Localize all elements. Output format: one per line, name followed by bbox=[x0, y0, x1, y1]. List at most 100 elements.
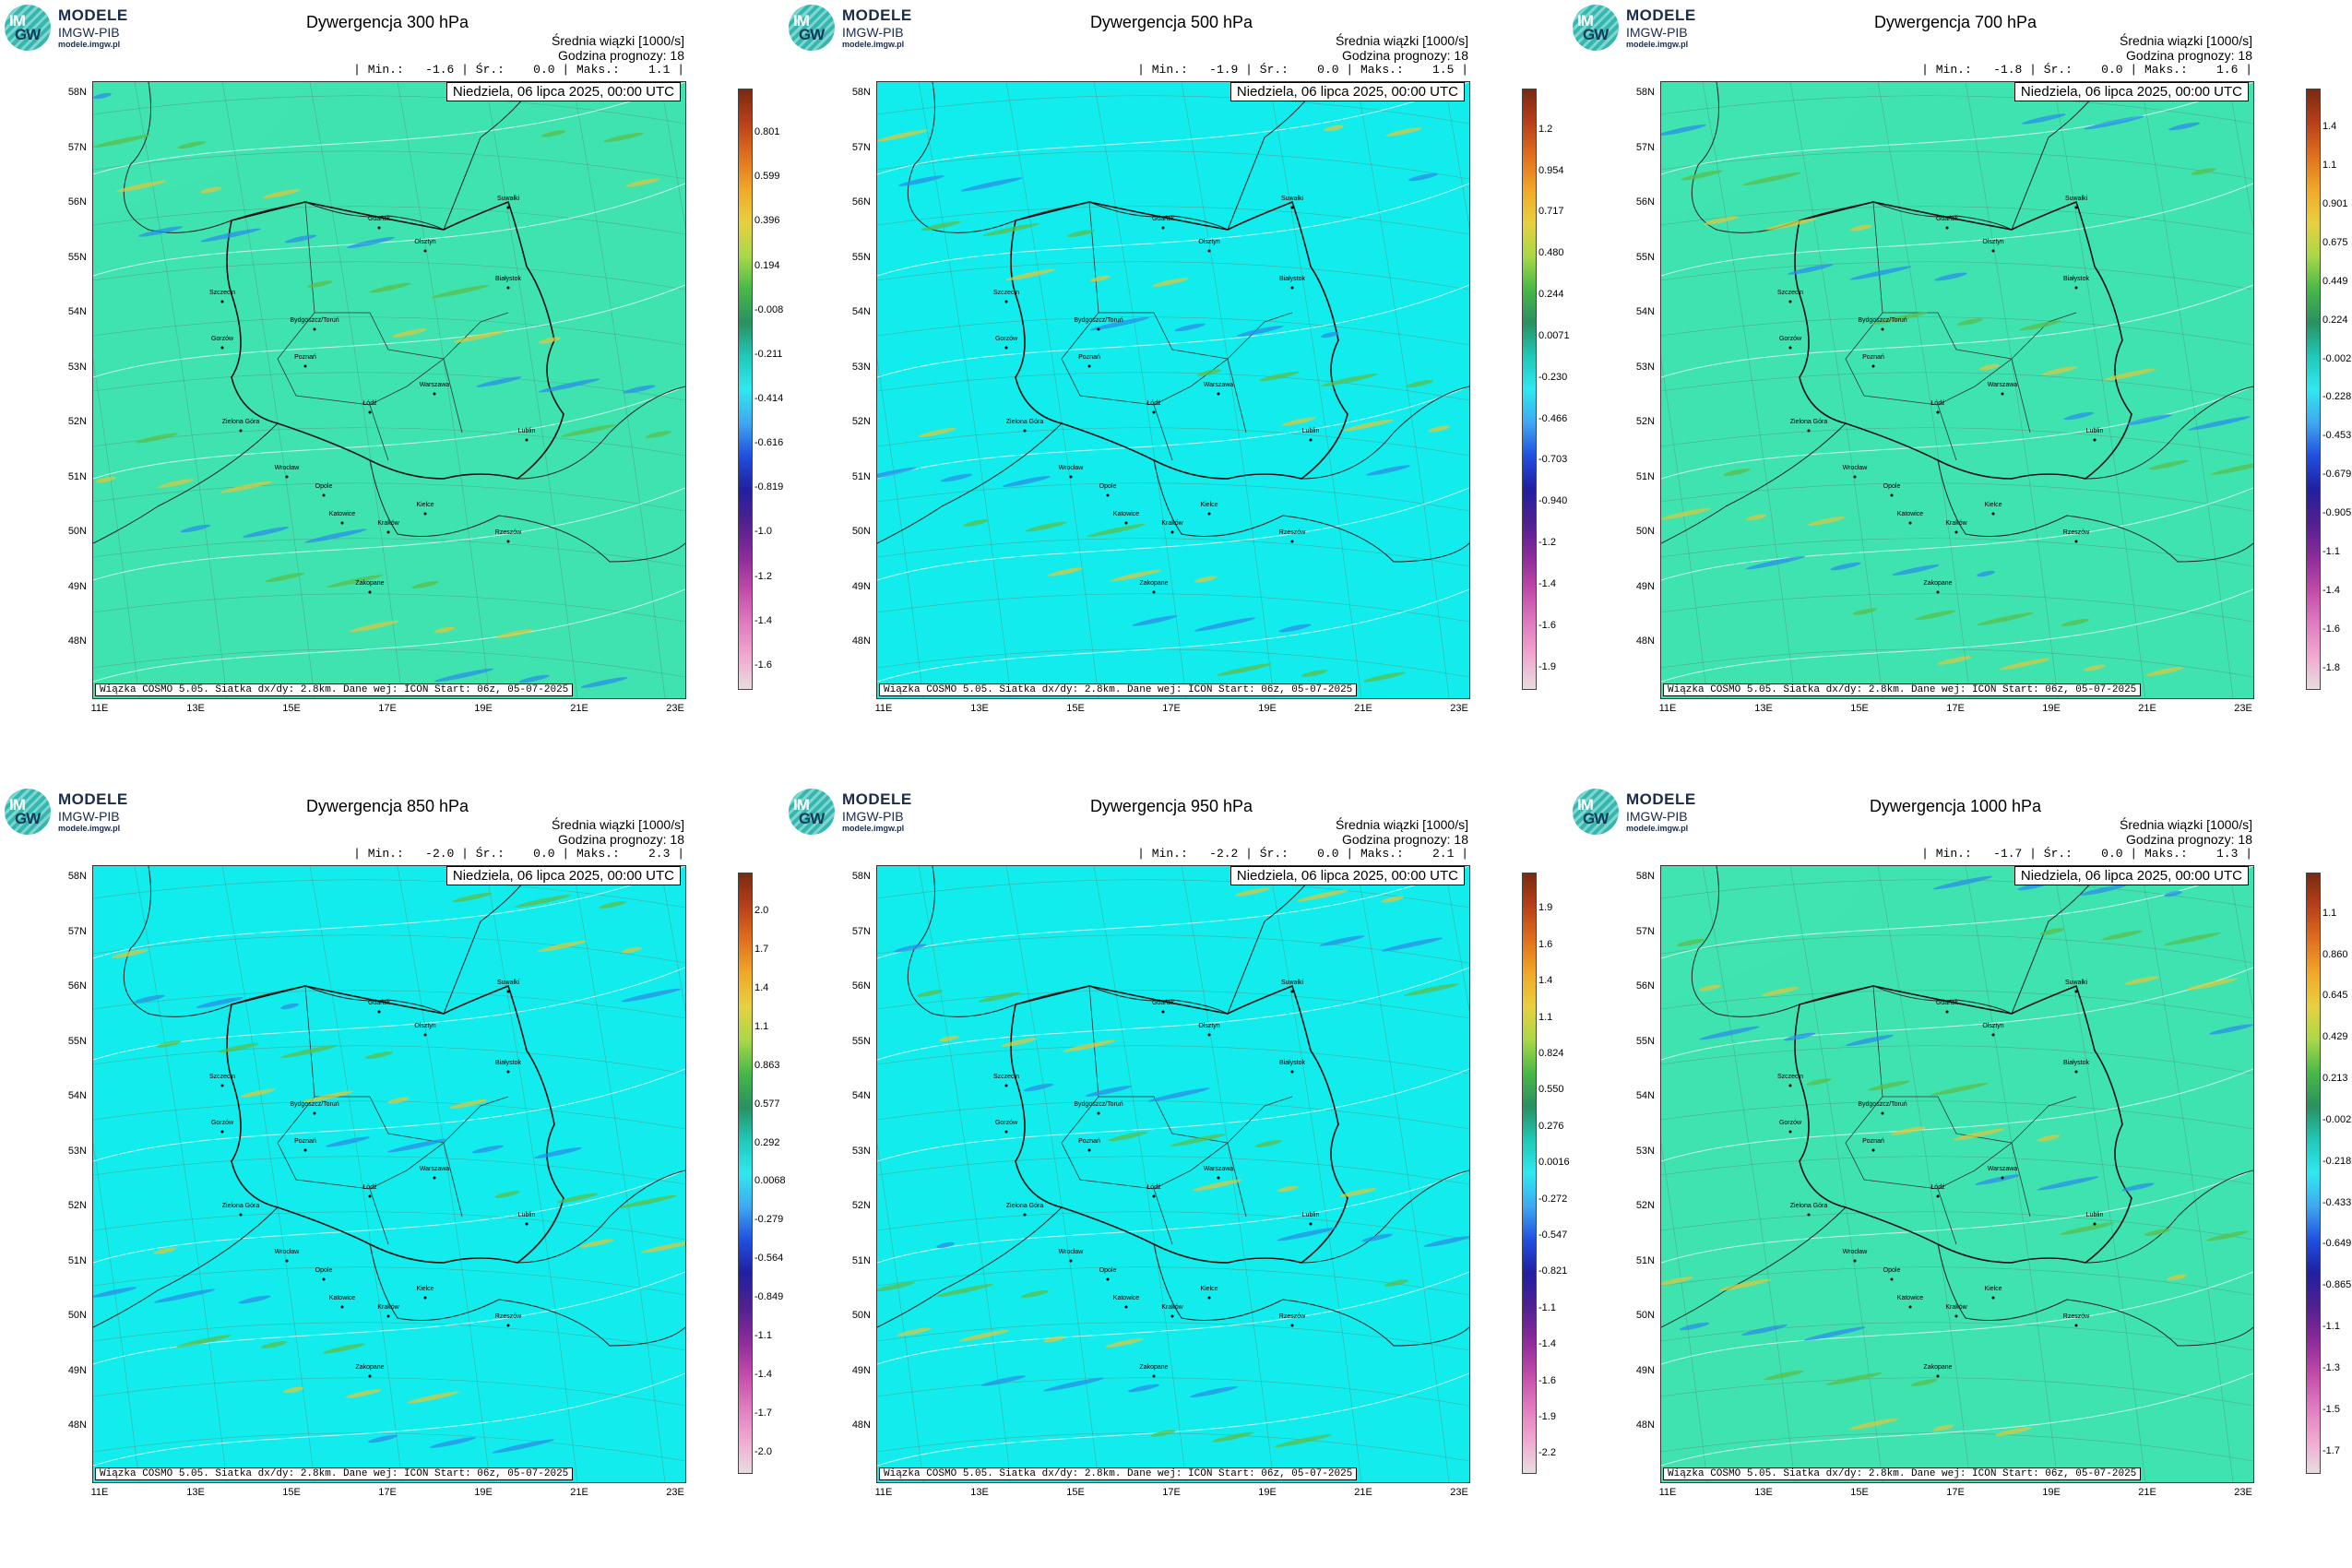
height-contour bbox=[93, 487, 685, 581]
divergence-map[interactable]: Gdańsk Olsztyn Suwałki Białystok Szczecin Byd… bbox=[1660, 865, 2254, 1483]
divergence-streak bbox=[1825, 1372, 1883, 1385]
forecast-date: Niedziela, 06 lipca 2025, 00:00 UTC bbox=[2013, 82, 2249, 101]
city-marker bbox=[1853, 475, 1857, 479]
logo-mark-top: IM bbox=[1577, 12, 1594, 30]
divergence-map[interactable]: Gdańsk Olsztyn Suwałki Białystok Szczecin Byd… bbox=[92, 865, 686, 1483]
divergence-streak bbox=[1830, 562, 1861, 571]
y-tick-label: 51N bbox=[1635, 470, 1655, 482]
x-tick-label: 21E bbox=[570, 1487, 588, 1498]
divergence-map[interactable]: Gdańsk Olsztyn Suwałki Białystok Szczecin Byd… bbox=[92, 81, 686, 699]
y-tick-label: 51N bbox=[1635, 1254, 1655, 1266]
divergence-streak bbox=[561, 424, 616, 437]
divergence-streak bbox=[1977, 612, 2034, 625]
divergence-streak bbox=[2019, 320, 2061, 331]
city-marker bbox=[2093, 1222, 2097, 1226]
city-label: Katowice bbox=[329, 1295, 356, 1301]
colorbar-label: 1.4 bbox=[2322, 120, 2337, 132]
height-contour bbox=[1661, 1170, 2253, 1264]
city-marker bbox=[1152, 590, 1156, 594]
colorbar-label: -1.9 bbox=[1538, 660, 1556, 672]
parallel-line bbox=[1661, 1211, 2253, 1241]
map-panel: IM GW MODELE IMGW-PIB modele.imgw.pl Dywergen… bbox=[0, 784, 786, 1568]
x-tick-label: 15E bbox=[1066, 703, 1085, 714]
divergence-streak bbox=[1977, 570, 1995, 577]
divergence-streak bbox=[1994, 1427, 2033, 1436]
x-tick-label: 23E bbox=[2234, 1487, 2252, 1498]
divergence-streak bbox=[262, 188, 301, 199]
logo-mark: IM GW bbox=[9, 797, 41, 826]
colorbar-label: -0.616 bbox=[754, 437, 784, 449]
height-contour bbox=[1661, 284, 2253, 378]
parallel-line bbox=[93, 1432, 685, 1462]
divergence-streak bbox=[2168, 122, 2201, 131]
y-tick-label: 54N bbox=[67, 1090, 87, 1101]
y-tick-label: 50N bbox=[1635, 1310, 1655, 1321]
parallel-line bbox=[93, 1322, 685, 1351]
height-contour bbox=[93, 386, 685, 480]
x-tick-label: 11E bbox=[90, 1487, 109, 1498]
city-label: Białystok bbox=[495, 276, 522, 282]
divergence-streak bbox=[1236, 326, 1284, 337]
divergence-streak bbox=[1001, 1038, 1038, 1047]
divergence-streak bbox=[1934, 272, 1967, 281]
city-label: Szczecin bbox=[1777, 290, 1803, 296]
parallel-line bbox=[1661, 1045, 2253, 1075]
divergence-streak bbox=[1803, 1326, 1866, 1341]
colorbar-label: 0.449 bbox=[2322, 275, 2348, 287]
logo-icon bbox=[5, 789, 51, 835]
divergence-streak bbox=[979, 992, 1021, 1003]
divergence-streak bbox=[2084, 115, 2144, 130]
sea-area bbox=[1661, 82, 1873, 220]
divergence-map[interactable]: Gdańsk Olsztyn Suwałki Białystok Szczecin Byd… bbox=[1660, 81, 2254, 699]
colorbar-label: -1.2 bbox=[1538, 537, 1556, 549]
divergence-map[interactable]: Gdańsk Olsztyn Suwałki Białystok Szczecin Byd… bbox=[876, 81, 1470, 699]
logo-url: modele.imgw.pl bbox=[842, 40, 905, 49]
divergence-streak bbox=[2210, 462, 2253, 475]
divergence-streak bbox=[1745, 555, 1806, 570]
divergence-streak bbox=[96, 476, 116, 483]
city-marker bbox=[368, 590, 372, 594]
city-marker bbox=[1954, 1314, 1958, 1318]
y-tick-label: 48N bbox=[851, 1420, 871, 1431]
y-tick-label: 50N bbox=[67, 526, 87, 537]
meridian-line bbox=[877, 1141, 924, 1482]
city-marker bbox=[386, 1314, 390, 1318]
stats-line: | Min.: -2.0 | Śr.: 0.0 | Maks.: 2.3 | bbox=[353, 847, 684, 861]
city-label: Białystok bbox=[2063, 276, 2090, 282]
divergence-streak bbox=[538, 337, 562, 344]
meridian-line bbox=[1661, 1141, 1708, 1482]
city-label: Olsztyn bbox=[1198, 239, 1219, 245]
city-marker bbox=[2074, 990, 2078, 993]
parallel-line bbox=[877, 95, 1469, 125]
divergence-map[interactable]: Gdańsk Olsztyn Suwałki Białystok Szczecin Byd… bbox=[876, 865, 1470, 1483]
meridian-line bbox=[2227, 82, 2253, 229]
meridian-line bbox=[1965, 82, 2059, 698]
colorbar-label: 0.954 bbox=[1538, 164, 1564, 176]
logo-url: modele.imgw.pl bbox=[58, 40, 121, 49]
city-label: Bydgoszcz/Toruń bbox=[1858, 1101, 1907, 1108]
city-label: Suwałki bbox=[2065, 196, 2088, 202]
height-contour bbox=[93, 1068, 685, 1162]
city-marker bbox=[285, 475, 289, 479]
city-marker bbox=[239, 429, 243, 433]
divergence-streak bbox=[241, 1088, 276, 1098]
divergence-streak bbox=[2041, 366, 2078, 375]
divergence-streak bbox=[2167, 1274, 2187, 1281]
city-marker bbox=[525, 438, 529, 442]
divergence-streak bbox=[327, 575, 384, 588]
meridian-line bbox=[134, 82, 228, 698]
y-tick-label: 51N bbox=[851, 470, 871, 482]
meridian-line bbox=[1356, 82, 1450, 698]
city-marker bbox=[1290, 1070, 1294, 1074]
divergence-streak bbox=[407, 1391, 460, 1404]
meridian-line bbox=[918, 866, 1012, 1482]
height-contour bbox=[877, 866, 1469, 959]
city-label: Warszawa bbox=[420, 382, 450, 388]
city-marker bbox=[1097, 1111, 1100, 1115]
divergence-streak bbox=[1194, 576, 1218, 583]
city-label: Kielce bbox=[416, 502, 434, 508]
divergence-streak bbox=[1890, 1126, 1927, 1135]
y-tick-label: 55N bbox=[67, 251, 87, 263]
logo-brand: MODELE IMGW-PIB modele.imgw.pl bbox=[842, 6, 912, 49]
divergence-streak bbox=[238, 1295, 271, 1304]
